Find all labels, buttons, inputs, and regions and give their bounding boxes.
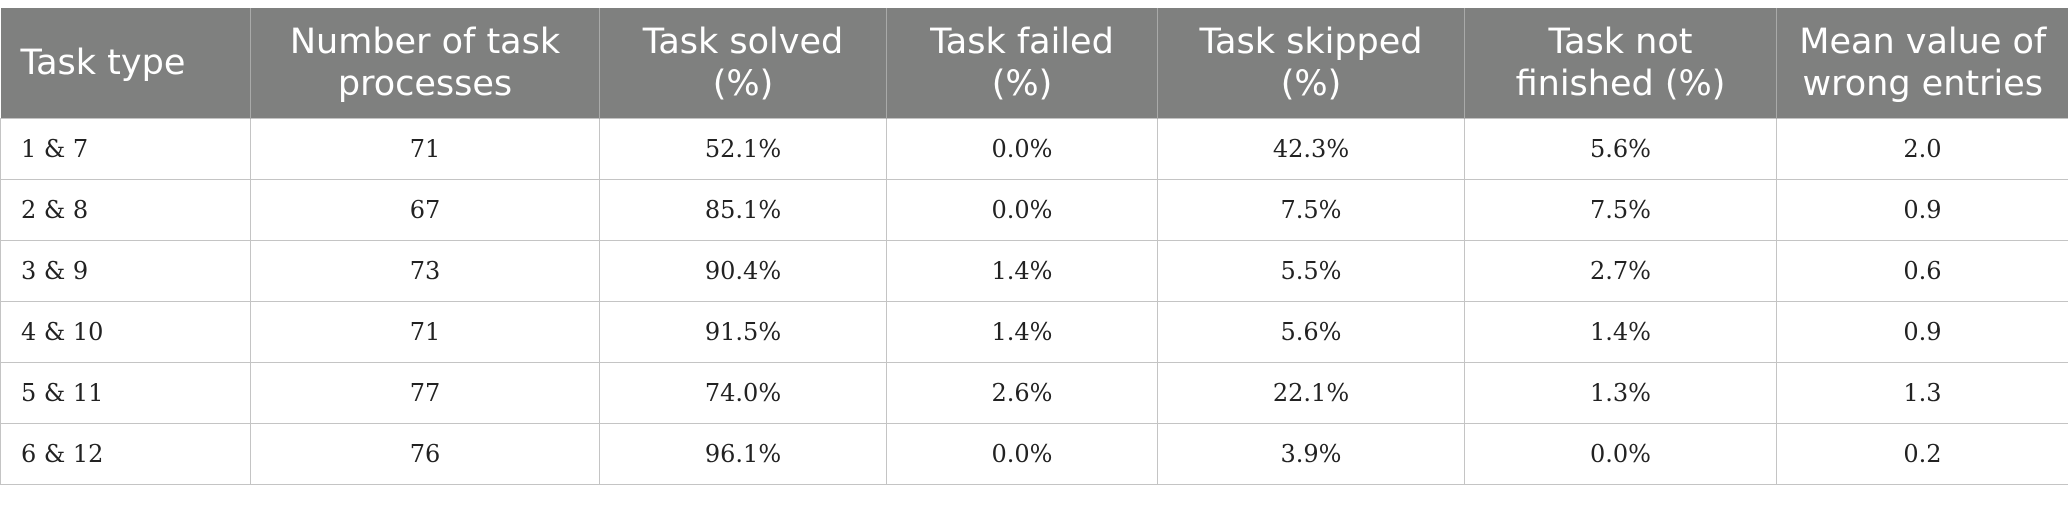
cell-task-skipped: 5.6% xyxy=(1157,301,1465,363)
results-table-container: Task type Number of task processes Task … xyxy=(0,8,2068,485)
table-row: 5 & 11 77 74.0% 2.6% 22.1% 1.3% 1.3 xyxy=(0,362,2068,424)
cell-task-type: 4 & 10 xyxy=(0,301,251,363)
cell-task-solved: 52.1% xyxy=(599,118,887,180)
table-row: 3 & 9 73 90.4% 1.4% 5.5% 2.7% 0.6 xyxy=(0,240,2068,302)
cell-task-failed: 1.4% xyxy=(886,240,1158,302)
cell-task-not-finished: 7.5% xyxy=(1464,179,1777,241)
cell-task-skipped: 22.1% xyxy=(1157,362,1465,424)
cell-mean-wrong-entries: 2.0 xyxy=(1776,118,2068,180)
cell-number-of-task-processes: 71 xyxy=(250,301,600,363)
header-task-solved: Task solved (%) xyxy=(599,8,887,119)
table-row: 6 & 12 76 96.1% 0.0% 3.9% 0.0% 0.2 xyxy=(0,423,2068,485)
cell-task-not-finished: 5.6% xyxy=(1464,118,1777,180)
cell-mean-wrong-entries: 0.9 xyxy=(1776,179,2068,241)
header-task-failed: Task failed (%) xyxy=(886,8,1158,119)
table-row: 4 & 10 71 91.5% 1.4% 5.6% 1.4% 0.9 xyxy=(0,301,2068,363)
cell-task-type: 3 & 9 xyxy=(0,240,251,302)
cell-task-failed: 0.0% xyxy=(886,179,1158,241)
cell-task-failed: 0.0% xyxy=(886,423,1158,485)
cell-task-failed: 0.0% xyxy=(886,118,1158,180)
cell-task-solved: 74.0% xyxy=(599,362,887,424)
cell-task-solved: 90.4% xyxy=(599,240,887,302)
table-header: Task type Number of task processes Task … xyxy=(0,8,2068,119)
header-mean-wrong-entries: Mean value of wrong entries xyxy=(1776,8,2068,119)
cell-mean-wrong-entries: 0.2 xyxy=(1776,423,2068,485)
cell-task-failed: 1.4% xyxy=(886,301,1158,363)
cell-mean-wrong-entries: 0.6 xyxy=(1776,240,2068,302)
cell-number-of-task-processes: 73 xyxy=(250,240,600,302)
cell-number-of-task-processes: 77 xyxy=(250,362,600,424)
header-task-skipped: Task skipped (%) xyxy=(1157,8,1465,119)
cell-task-failed: 2.6% xyxy=(886,362,1158,424)
header-row: Task type Number of task processes Task … xyxy=(0,8,2068,119)
cell-task-not-finished: 1.3% xyxy=(1464,362,1777,424)
table-body: 1 & 7 71 52.1% 0.0% 42.3% 5.6% 2.0 2 & 8 67 85.1%… xyxy=(0,118,2068,485)
cell-task-type: 5 & 11 xyxy=(0,362,251,424)
cell-task-solved: 96.1% xyxy=(599,423,887,485)
cell-task-solved: 85.1% xyxy=(599,179,887,241)
table-row: 1 & 7 71 52.1% 0.0% 42.3% 5.6% 2.0 xyxy=(0,118,2068,180)
cell-task-type: 2 & 8 xyxy=(0,179,251,241)
cell-task-not-finished: 1.4% xyxy=(1464,301,1777,363)
cell-task-not-finished: 0.0% xyxy=(1464,423,1777,485)
cell-number-of-task-processes: 67 xyxy=(250,179,600,241)
cell-mean-wrong-entries: 1.3 xyxy=(1776,362,2068,424)
cell-task-not-finished: 2.7% xyxy=(1464,240,1777,302)
cell-task-skipped: 5.5% xyxy=(1157,240,1465,302)
header-number-of-task-processes: Number of task processes xyxy=(250,8,600,119)
cell-task-type: 1 & 7 xyxy=(0,118,251,180)
table-row: 2 & 8 67 85.1% 0.0% 7.5% 7.5% 0.9 xyxy=(0,179,2068,241)
cell-number-of-task-processes: 71 xyxy=(250,118,600,180)
cell-mean-wrong-entries: 0.9 xyxy=(1776,301,2068,363)
cell-task-type: 6 & 12 xyxy=(0,423,251,485)
task-results-table: Task type Number of task processes Task … xyxy=(0,8,2068,485)
header-task-type: Task type xyxy=(0,8,251,119)
cell-task-skipped: 3.9% xyxy=(1157,423,1465,485)
cell-task-skipped: 42.3% xyxy=(1157,118,1465,180)
header-task-not-finished: Task not finished (%) xyxy=(1464,8,1777,119)
cell-number-of-task-processes: 76 xyxy=(250,423,600,485)
cell-task-skipped: 7.5% xyxy=(1157,179,1465,241)
cell-task-solved: 91.5% xyxy=(599,301,887,363)
